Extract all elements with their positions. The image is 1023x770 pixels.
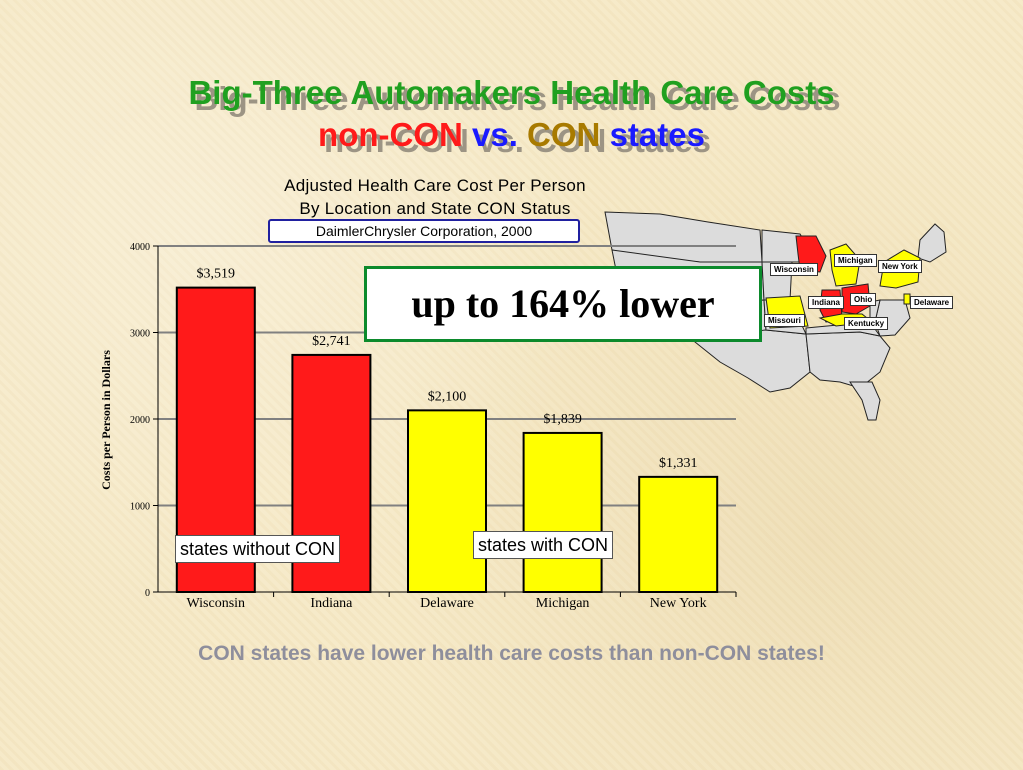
label-states-with-con: states with CON xyxy=(473,531,614,559)
chart-subtitle-box: DaimlerChrysler Corporation, 2000 xyxy=(268,219,580,243)
map-label-indiana: Indiana xyxy=(808,296,845,309)
bar-value-label: $2,100 xyxy=(428,389,467,404)
callout-box: up to 164% lower xyxy=(364,266,762,342)
map-label-ohio: Ohio xyxy=(850,293,877,306)
y-tick-label: 0 xyxy=(145,588,150,599)
x-tick-label: Delaware xyxy=(420,596,474,611)
map-label-delaware: Delaware xyxy=(910,296,954,309)
label-states-without-con: states without CON xyxy=(175,535,341,563)
bar-value-label: $2,741 xyxy=(312,334,351,349)
title-states: states xyxy=(609,116,705,153)
slide-subtitle: non-CON vs. CON states xyxy=(0,116,1023,154)
y-tick-label: 2000 xyxy=(130,415,150,426)
title-con: CON xyxy=(527,116,601,153)
y-axis-label: Costs per Person in Dollars xyxy=(99,350,113,490)
map-label-wisconsin: Wisconsin xyxy=(770,263,818,276)
title-non-con: non-CON xyxy=(318,116,463,153)
bar xyxy=(638,475,719,593)
chart-title-line1: Adjusted Health Care Cost Per Person xyxy=(284,176,586,195)
map-label-michigan: Michigan xyxy=(834,254,877,267)
bar xyxy=(407,409,487,593)
y-tick-label: 4000 xyxy=(130,242,150,253)
x-tick-label: New York xyxy=(650,596,707,611)
y-tick-label: 3000 xyxy=(130,329,150,340)
map-label-missouri: Missouri xyxy=(764,314,805,327)
x-tick-label: Michigan xyxy=(536,596,590,611)
x-tick-label: Wisconsin xyxy=(187,596,246,611)
map-label-kentucky: Kentucky xyxy=(844,317,889,330)
bar xyxy=(522,431,603,594)
map-label-new-york: New York xyxy=(878,260,922,273)
chart-title-line2: By Location and State CON Status xyxy=(299,199,571,218)
slide-title: Big-Three Automakers Health Care Costs xyxy=(188,74,835,111)
bar-value-label: $1,331 xyxy=(659,456,698,471)
bar-value-label: $3,519 xyxy=(197,267,236,282)
bottom-conclusion: CON states have lower health care costs … xyxy=(198,642,825,665)
x-tick-label: Indiana xyxy=(310,596,353,611)
y-tick-label: 1000 xyxy=(130,502,150,513)
bar-value-label: $1,839 xyxy=(543,412,582,427)
title-vs: vs. xyxy=(472,116,518,153)
